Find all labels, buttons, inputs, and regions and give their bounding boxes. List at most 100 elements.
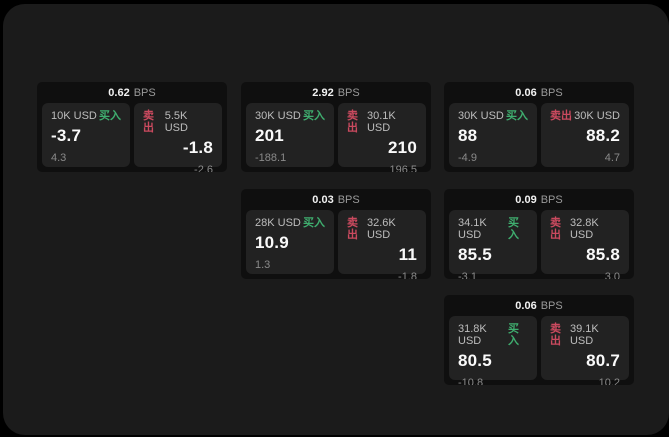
card-body: 10K USD 买入 -3.7 4.3 卖出 5.5K USD -1.8 -2.… xyxy=(37,103,227,172)
bps-label: BPS xyxy=(540,86,563,99)
sell-sub-value: -1.8 xyxy=(398,271,417,279)
buy-panel-top: 30K USD 买入 xyxy=(255,110,325,122)
bps-label: BPS xyxy=(133,86,156,99)
quote-card-2: 2.92 BPS 30K USD 买入 201 -188.1 卖出 30.1K … xyxy=(241,82,431,172)
sell-panel-top: 卖出 30.1K USD xyxy=(347,110,417,134)
sell-amount: 30.1K USD xyxy=(366,110,396,134)
card-header: 0.03 BPS xyxy=(241,189,431,210)
sell-price: -1.8 xyxy=(182,138,213,157)
buy-panel-top: 31.8K USD 买入 xyxy=(458,323,528,347)
sell-sub-value: -2.6 xyxy=(194,164,213,172)
buy-amount: 30K USD xyxy=(458,110,504,122)
buy-panel[interactable]: 31.8K USD 买入 80.5 -10.8 xyxy=(449,316,537,385)
buy-amount: 30K USD xyxy=(255,110,301,122)
buy-side-label: 买入 xyxy=(303,217,325,229)
quote-card-3: 0.06 BPS 30K USD 买入 88 -4.9 卖出 30K USD 8… xyxy=(444,82,634,172)
buy-panel-top: 10K USD 买入 xyxy=(51,110,121,122)
sell-sub-value: 4.7 xyxy=(604,152,620,164)
buy-side-label: 买入 xyxy=(508,217,520,241)
buy-panel[interactable]: 30K USD 买入 88 -4.9 xyxy=(449,103,537,167)
card-body: 31.8K USD 买入 80.5 -10.8 卖出 39.1K USD 80.… xyxy=(444,316,634,385)
buy-price: 201 xyxy=(255,126,284,145)
buy-panel[interactable]: 34.1K USD 买入 85.5 -3.1 xyxy=(449,210,537,279)
sell-panel-top: 卖出 32.6K USD xyxy=(347,217,417,241)
card-body: 28K USD 买入 10.9 1.3 卖出 32.6K USD 11 -1.8 xyxy=(241,210,431,279)
sell-sub-value: 196.5 xyxy=(389,164,417,172)
buy-side-label: 买入 xyxy=(506,110,528,122)
buy-sub-value: 4.3 xyxy=(51,152,67,164)
sell-amount: 39.1K USD xyxy=(569,323,599,347)
quote-card-5: 0.09 BPS 34.1K USD 买入 85.5 -3.1 卖出 32.8K… xyxy=(444,189,634,279)
sell-amount: 5.5K USD xyxy=(164,110,188,134)
buy-sub-value: -188.1 xyxy=(255,152,287,164)
sell-panel-top: 卖出 5.5K USD xyxy=(143,110,213,134)
bps-label: BPS xyxy=(337,86,360,99)
bps-value: 0.09 xyxy=(515,193,537,206)
card-header: 0.06 BPS xyxy=(444,295,634,316)
quote-card-4: 0.03 BPS 28K USD 买入 10.9 1.3 卖出 32.6K US… xyxy=(241,189,431,279)
bps-label: BPS xyxy=(337,193,360,206)
sell-price: 80.7 xyxy=(586,351,620,370)
sell-panel[interactable]: 卖出 30.1K USD 210 196.5 xyxy=(338,103,426,172)
buy-panel[interactable]: 28K USD 买入 10.9 1.3 xyxy=(246,210,334,274)
sell-panel[interactable]: 卖出 5.5K USD -1.8 -2.6 xyxy=(134,103,222,172)
buy-amount: 10K USD xyxy=(51,110,97,122)
bps-value: 2.92 xyxy=(312,86,334,99)
sell-sub-value: 3.0 xyxy=(604,271,620,279)
buy-price: 85.5 xyxy=(458,245,492,264)
sell-panel-top: 卖出 32.8K USD xyxy=(550,217,620,241)
buy-panel-top: 34.1K USD 买入 xyxy=(458,217,528,241)
sell-side-label: 卖出 xyxy=(550,110,572,122)
buy-sub-value: 1.3 xyxy=(255,259,271,271)
sell-amount: 32.6K USD xyxy=(366,217,396,241)
sell-amount: 30K USD xyxy=(574,110,620,122)
bps-value: 0.06 xyxy=(515,86,537,99)
buy-side-label: 买入 xyxy=(99,110,121,122)
sell-side-label: 卖出 xyxy=(347,110,358,134)
buy-panel[interactable]: 30K USD 买入 201 -188.1 xyxy=(246,103,334,167)
quotes-board: 0.62 BPS 10K USD 买入 -3.7 4.3 卖出 5.5K USD… xyxy=(3,4,669,435)
buy-amount: 28K USD xyxy=(255,217,301,229)
bps-value: 0.62 xyxy=(108,86,130,99)
bps-label: BPS xyxy=(540,193,563,206)
buy-price: -3.7 xyxy=(51,126,82,145)
sell-price: 85.8 xyxy=(586,245,620,264)
sell-price: 88.2 xyxy=(586,126,620,145)
buy-panel[interactable]: 10K USD 买入 -3.7 4.3 xyxy=(42,103,130,167)
card-body: 30K USD 买入 88 -4.9 卖出 30K USD 88.2 4.7 xyxy=(444,103,634,172)
card-body: 30K USD 买入 201 -188.1 卖出 30.1K USD 210 1… xyxy=(241,103,431,172)
sell-panel[interactable]: 卖出 30K USD 88.2 4.7 xyxy=(541,103,629,167)
sell-side-label: 卖出 xyxy=(550,323,561,347)
buy-sub-value: -10.8 xyxy=(458,377,484,385)
buy-side-label: 买入 xyxy=(508,323,520,347)
sell-panel[interactable]: 卖出 32.8K USD 85.8 3.0 xyxy=(541,210,629,279)
buy-amount: 34.1K USD xyxy=(458,217,487,241)
card-body: 34.1K USD 买入 85.5 -3.1 卖出 32.8K USD 85.8… xyxy=(444,210,634,279)
sell-panel-top: 卖出 30K USD xyxy=(550,110,620,122)
bps-value: 0.06 xyxy=(515,299,537,312)
buy-price: 10.9 xyxy=(255,233,289,252)
bps-label: BPS xyxy=(540,299,563,312)
buy-price: 80.5 xyxy=(458,351,492,370)
quote-card-1: 0.62 BPS 10K USD 买入 -3.7 4.3 卖出 5.5K USD… xyxy=(37,82,227,172)
buy-sub-value: -3.1 xyxy=(458,271,477,279)
buy-amount: 31.8K USD xyxy=(458,323,487,347)
buy-sub-value: -4.9 xyxy=(458,152,477,164)
sell-panel-top: 卖出 39.1K USD xyxy=(550,323,620,347)
sell-amount: 32.8K USD xyxy=(569,217,599,241)
bps-value: 0.03 xyxy=(312,193,334,206)
card-header: 0.09 BPS xyxy=(444,189,634,210)
sell-side-label: 卖出 xyxy=(347,217,358,241)
buy-panel-top: 30K USD 买入 xyxy=(458,110,528,122)
quote-card-6: 0.06 BPS 31.8K USD 买入 80.5 -10.8 卖出 39.1… xyxy=(444,295,634,385)
buy-side-label: 买入 xyxy=(303,110,325,122)
sell-panel[interactable]: 卖出 32.6K USD 11 -1.8 xyxy=(338,210,426,279)
card-header: 0.62 BPS xyxy=(37,82,227,103)
sell-sub-value: 10.2 xyxy=(598,377,620,385)
sell-side-label: 卖出 xyxy=(143,110,154,134)
buy-price: 88 xyxy=(458,126,478,145)
card-header: 0.06 BPS xyxy=(444,82,634,103)
sell-panel[interactable]: 卖出 39.1K USD 80.7 10.2 xyxy=(541,316,629,385)
buy-panel-top: 28K USD 买入 xyxy=(255,217,325,229)
sell-price: 11 xyxy=(398,245,417,264)
